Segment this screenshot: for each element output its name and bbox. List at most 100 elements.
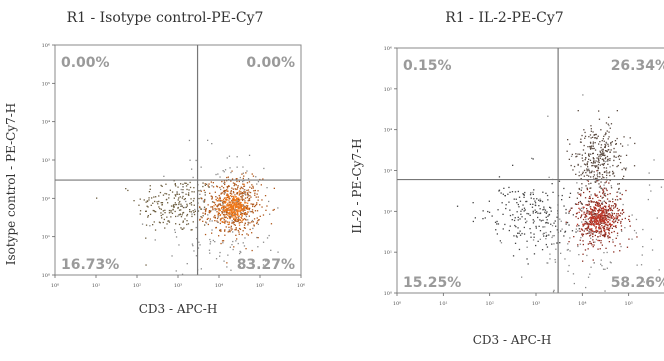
event-dot [594,207,597,209]
event-dot [545,212,547,214]
event-dot [593,158,595,160]
event-dot [604,201,607,204]
event-dot [224,221,226,223]
event-dot [599,223,601,225]
event-dot [230,225,232,227]
event-dot [216,221,219,223]
event-dot [609,166,611,168]
event-dot [216,185,218,187]
event-dot [618,214,620,216]
quadrant-label-upper-left: 0.15% [403,58,452,74]
event-dot [174,210,176,213]
event-dot [523,193,525,196]
event-dot [594,204,597,206]
event-dot [179,200,181,203]
event-dot [229,206,231,208]
event-dot [175,236,178,238]
event-dot [590,162,593,164]
event-dot [223,180,226,182]
event-dot [162,194,165,196]
y-tick-label: 10⁴ [42,120,50,126]
event-dot [233,221,235,223]
event-dot [588,153,590,155]
event-dot [183,227,185,229]
event-dot [596,177,598,180]
event-dot [221,180,223,183]
event-dot [231,199,234,201]
event-dot [237,197,239,200]
event-dot [500,242,503,244]
event-dot [590,216,592,218]
event-dot [554,259,556,261]
event-dot [185,185,188,187]
event-dot [188,139,191,142]
event-dot [234,199,237,201]
event-dot [247,194,249,196]
event-dot [239,252,241,255]
event-dot [208,211,210,213]
event-dot [257,196,259,198]
quadrant-label-upper-right: 0.00% [246,55,295,71]
event-dot [592,213,594,215]
event-dot [580,202,582,204]
event-dot [621,145,624,147]
event-dot [512,164,514,166]
event-dot [597,236,599,238]
event-dot [605,223,608,225]
event-dot [233,214,235,216]
event-dot [559,218,561,220]
event-dot [512,214,514,216]
event-dot [515,235,518,237]
event-dot [166,216,168,218]
event-dot [596,137,598,139]
quadrant-label-lower-right: 83.27% [237,257,295,273]
event-dot [584,228,586,230]
event-dot [218,203,220,205]
event-dot [619,198,621,200]
event-dot [233,199,235,202]
event-dot [246,206,249,208]
event-dot [488,200,490,202]
event-dot [593,217,595,219]
event-dot [610,187,613,189]
event-dot [593,225,596,227]
event-dot [244,197,247,199]
event-dot [186,215,188,217]
event-dot [578,188,581,190]
event-dot [587,227,589,229]
event-dot [573,236,575,238]
event-dot [608,215,610,217]
event-dot [174,204,176,206]
event-dot [544,211,546,213]
event-dot [591,210,593,212]
event-dot [582,260,584,262]
event-dot [197,247,200,249]
event-dot [96,197,98,199]
event-dot [607,229,610,231]
event-dot [178,214,180,216]
event-dot [591,212,593,214]
event-dot [618,158,621,160]
event-dot [235,234,237,236]
event-dot [220,200,222,202]
event-dot [532,212,534,214]
event-dot [601,149,603,151]
event-dot [168,209,171,212]
event-dot [612,241,614,243]
event-dot [598,118,601,120]
event-dot [596,174,598,176]
event-dot [239,202,241,205]
event-dot [269,213,271,215]
event-dot [538,205,540,207]
event-dot [205,208,207,210]
event-dot [182,183,184,185]
event-dot [556,242,558,244]
event-dot [587,146,589,148]
event-dot [563,205,565,207]
event-dot [241,173,243,175]
event-dot [545,216,547,218]
event-dot [588,232,590,234]
event-dot [549,206,551,208]
event-dot [247,189,250,191]
event-dot [610,207,612,209]
